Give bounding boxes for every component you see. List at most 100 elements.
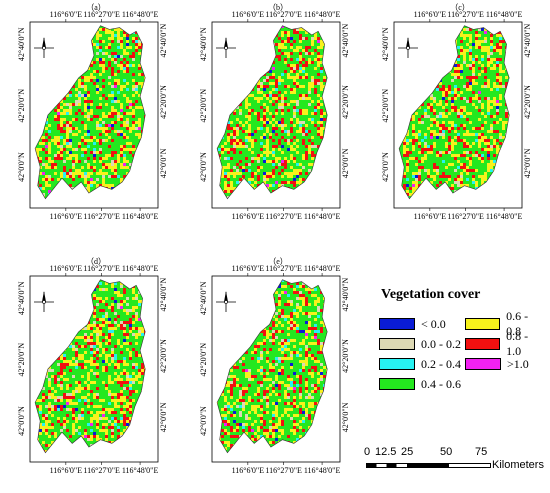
- latitude-tick-label-right: 42°0'0"N: [159, 148, 168, 178]
- panel-label: （b）: [268, 3, 288, 12]
- legend-item-0-02: 0.0 - 0.2: [379, 337, 461, 351]
- longitude-tick-label: 116°6'0"E: [50, 10, 83, 19]
- latitude-tick-label-right: 42°0'0"N: [523, 148, 532, 178]
- legend-title: Vegetation cover: [381, 287, 481, 302]
- map-panel: （e）116°6'0"E116°6'0"E116°27'0"E116°27'0"…: [199, 257, 350, 475]
- latitude-tick-label-left: 42°40'0"N: [199, 281, 208, 315]
- legend-item-08-10: 0.8 - 1.0: [465, 329, 545, 358]
- longitude-tick-label: 116°48'0"E: [122, 264, 159, 273]
- longitude-tick-label: 116°48'0"E: [486, 10, 523, 19]
- scale-bar: 0 12.5 25 50 75 Kilometers: [362, 446, 547, 476]
- legend-item-02-04: 0.2 - 0.4: [379, 357, 461, 371]
- scale-tick: 75: [475, 446, 488, 458]
- longitude-tick-label: 116°27'0"E: [83, 264, 120, 273]
- legend-item-04-06: 0.4 - 0.6: [379, 377, 461, 391]
- longitude-tick-label: 116°27'0"E: [265, 212, 302, 221]
- latitude-tick-label-left: 42°0'0"N: [381, 152, 390, 182]
- legend-label: 0.4 - 0.6: [421, 376, 461, 391]
- legend-item-lt0: < 0.0: [379, 317, 446, 331]
- latitude-tick-label-right: 42°40'0"N: [341, 278, 350, 312]
- longitude-tick-label: 116°27'0"E: [83, 212, 120, 221]
- legend-label: < 0.0: [421, 316, 446, 331]
- legend-swatch: [379, 378, 415, 390]
- scale-unit: Kilometers: [492, 459, 544, 471]
- longitude-tick-label: 116°6'0"E: [232, 466, 265, 475]
- longitude-tick-label: 116°27'0"E: [83, 10, 120, 19]
- latitude-tick-label-right: 42°20'0"N: [341, 339, 350, 373]
- scale-bar-graphic: [366, 463, 491, 468]
- latitude-tick-label-right: 42°0'0"N: [159, 402, 168, 432]
- region-boundary: [216, 25, 328, 200]
- longitude-tick-label: 116°48'0"E: [304, 10, 341, 19]
- latitude-tick-label-right: 42°20'0"N: [523, 85, 532, 119]
- legend-swatch: [465, 358, 501, 370]
- region-boundary: [34, 279, 146, 454]
- panel-label: （a）: [86, 3, 106, 12]
- legend-label: >1.0: [507, 356, 529, 371]
- region-boundary: [34, 25, 146, 200]
- latitude-tick-label-left: 42°20'0"N: [381, 89, 390, 123]
- scale-tick: 25: [401, 446, 414, 458]
- latitude-tick-label-right: 42°20'0"N: [159, 339, 168, 373]
- latitude-tick-label-left: 42°40'0"N: [17, 27, 26, 61]
- longitude-tick-label: 116°27'0"E: [447, 212, 484, 221]
- latitude-tick-label-left: 42°20'0"N: [199, 343, 208, 377]
- latitude-tick-label-right: 42°40'0"N: [341, 24, 350, 58]
- longitude-tick-label: 116°27'0"E: [83, 466, 120, 475]
- latitude-tick-label-right: 42°20'0"N: [341, 85, 350, 119]
- latitude-tick-label-right: 42°0'0"N: [341, 402, 350, 432]
- legend-swatch: [379, 338, 415, 350]
- legend-label: 0.0 - 0.2: [421, 336, 461, 351]
- longitude-tick-label: 116°48'0"E: [304, 264, 341, 273]
- longitude-tick-label: 116°48'0"E: [304, 212, 341, 221]
- longitude-tick-label: 116°6'0"E: [50, 212, 83, 221]
- region-boundary: [216, 279, 328, 454]
- legend: Vegetation cover < 0.0 0.0 - 0.2 0.2 - 0…: [375, 287, 545, 391]
- latitude-tick-label-right: 42°40'0"N: [159, 278, 168, 312]
- latitude-tick-label-left: 42°40'0"N: [199, 27, 208, 61]
- latitude-tick-label-left: 42°20'0"N: [17, 89, 26, 123]
- map-panel: （c）116°6'0"E116°6'0"E116°27'0"E116°27'0"…: [381, 3, 532, 221]
- latitude-tick-label-left: 42°40'0"N: [17, 281, 26, 315]
- scale-tick: 0: [364, 446, 371, 458]
- legend-item-06-08: 0.6 - 0.8: [465, 309, 545, 338]
- legend-swatch: [379, 358, 415, 370]
- latitude-tick-label-right: 42°40'0"N: [523, 24, 532, 58]
- longitude-tick-label: 116°48'0"E: [486, 212, 523, 221]
- map-panel: （d）116°6'0"E116°6'0"E116°27'0"E116°27'0"…: [17, 257, 168, 475]
- latitude-tick-label-left: 42°0'0"N: [199, 152, 208, 182]
- longitude-tick-label: 116°6'0"E: [50, 264, 83, 273]
- longitude-tick-label: 116°27'0"E: [265, 466, 302, 475]
- longitude-tick-label: 116°27'0"E: [265, 264, 302, 273]
- map-panel: （b）116°6'0"E116°6'0"E116°27'0"E116°27'0"…: [199, 3, 350, 221]
- longitude-tick-label: 116°6'0"E: [414, 10, 447, 19]
- longitude-tick-label: 116°27'0"E: [447, 10, 484, 19]
- longitude-tick-label: 116°48'0"E: [122, 212, 159, 221]
- north-arrow-icon: [34, 37, 54, 58]
- longitude-tick-label: 116°6'0"E: [232, 10, 265, 19]
- panel-label: （d）: [86, 257, 106, 266]
- north-arrow-icon: [34, 291, 54, 312]
- longitude-tick-label: 116°48'0"E: [304, 466, 341, 475]
- longitude-tick-label: 116°48'0"E: [122, 466, 159, 475]
- latitude-tick-label-left: 42°0'0"N: [17, 152, 26, 182]
- longitude-tick-label: 116°48'0"E: [122, 10, 159, 19]
- legend-label: 0.6 - 0.8: [506, 309, 529, 338]
- region-boundary: [398, 25, 510, 200]
- latitude-tick-label-left: 42°40'0"N: [381, 27, 390, 61]
- legend-swatch: [465, 338, 501, 350]
- latitude-tick-label-right: 42°40'0"N: [159, 24, 168, 58]
- north-arrow-icon: [398, 37, 418, 58]
- panel-label: （c）: [450, 3, 470, 12]
- latitude-tick-label-left: 42°0'0"N: [199, 406, 208, 436]
- longitude-tick-label: 116°27'0"E: [265, 10, 302, 19]
- latitude-tick-label-left: 42°0'0"N: [17, 406, 26, 436]
- legend-swatch: [379, 318, 415, 330]
- longitude-tick-label: 116°6'0"E: [50, 466, 83, 475]
- legend-label: 0.2 - 0.4: [421, 356, 461, 371]
- legend-item-gt10: >1.0: [465, 357, 529, 371]
- legend-swatch: [465, 318, 501, 330]
- north-arrow-icon: [216, 37, 236, 58]
- longitude-tick-label: 116°6'0"E: [414, 212, 447, 221]
